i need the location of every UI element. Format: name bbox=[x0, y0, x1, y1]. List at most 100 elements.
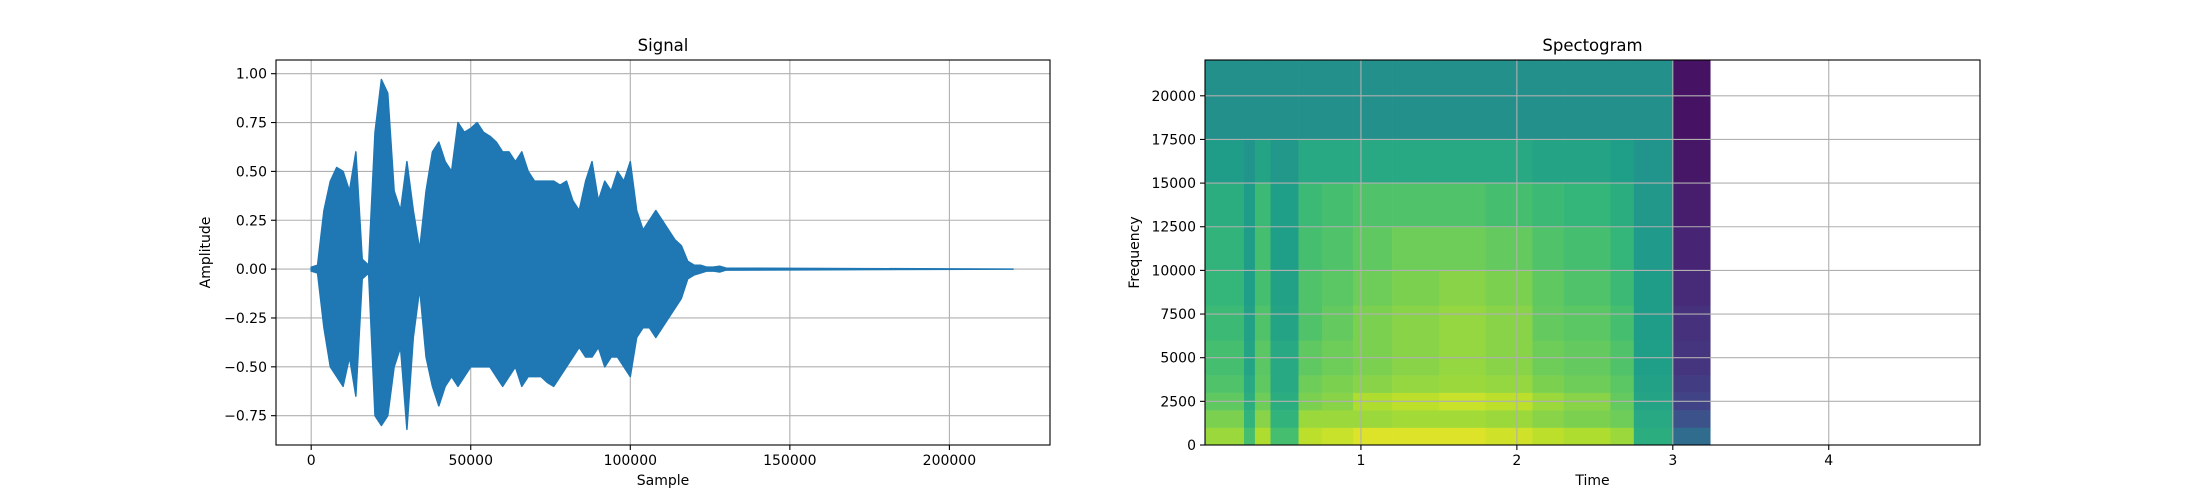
spectrogram-cell bbox=[1485, 305, 1533, 341]
spectrogram-cell bbox=[1563, 270, 1611, 306]
spectrogram-cell bbox=[1321, 226, 1354, 271]
y-tick-label: 0.75 bbox=[236, 116, 267, 132]
spectrogram-cell bbox=[1254, 270, 1271, 306]
x-tick-label: 0 bbox=[307, 453, 316, 469]
x-axis-label: Sample bbox=[637, 473, 690, 489]
spectrogram-cell bbox=[1672, 375, 1711, 393]
spectrogram-cell bbox=[1298, 427, 1323, 445]
spectrogram-cell bbox=[1438, 375, 1486, 393]
spectrogram-cell bbox=[1672, 427, 1711, 445]
spectrogram-cell bbox=[1563, 427, 1611, 445]
spectrogram-cell bbox=[1205, 226, 1245, 271]
spectrogram-cell bbox=[1485, 226, 1533, 271]
chart-title: Signal bbox=[638, 36, 689, 55]
spectrogram-cell bbox=[1633, 427, 1674, 445]
spectrogram-cell bbox=[1532, 183, 1564, 228]
spectrogram-cell bbox=[1485, 60, 1533, 140]
spectrogram-cell bbox=[1321, 183, 1354, 228]
spectrogram-cell bbox=[1353, 183, 1393, 228]
spectrogram-cell bbox=[1353, 375, 1393, 393]
spectrogram-cell bbox=[1633, 226, 1674, 271]
y-axis-label: Frequency bbox=[1127, 216, 1143, 288]
spectrogram-cell bbox=[1270, 60, 1299, 140]
y-tick-label: 2500 bbox=[1160, 394, 1196, 410]
spectrogram-cell bbox=[1254, 305, 1271, 341]
spectrogram-cell bbox=[1243, 427, 1256, 445]
spectrogram-cell bbox=[1610, 427, 1635, 445]
spectrogram-cell bbox=[1205, 305, 1245, 341]
spectrogram-cell bbox=[1392, 305, 1440, 341]
spectrogram-cell bbox=[1532, 427, 1564, 445]
spectrogram-cell bbox=[1633, 60, 1674, 140]
spectrogram-cell bbox=[1610, 139, 1635, 184]
y-tick-label: −0.50 bbox=[224, 360, 267, 376]
spectrogram-cell bbox=[1270, 139, 1299, 184]
spectrogram-cell bbox=[1610, 270, 1635, 306]
y-tick-label: −0.75 bbox=[224, 409, 267, 425]
x-axis-label: Time bbox=[1574, 473, 1609, 489]
spectrogram-cell bbox=[1563, 375, 1611, 393]
spectrogram-cell bbox=[1633, 270, 1674, 306]
y-tick-label: 20000 bbox=[1151, 89, 1196, 105]
spectrogram-cell bbox=[1254, 375, 1271, 393]
spectrogram-cell bbox=[1270, 183, 1299, 228]
spectrogram-cell bbox=[1321, 305, 1354, 341]
spectrogram-cell bbox=[1298, 226, 1323, 271]
spectrogram-cell bbox=[1672, 226, 1711, 271]
spectrogram-cell bbox=[1205, 60, 1245, 140]
y-tick-label: 17500 bbox=[1151, 132, 1196, 148]
y-tick-label: 7500 bbox=[1160, 307, 1196, 323]
spectrogram-cell bbox=[1672, 183, 1711, 228]
spectrogram-cell bbox=[1532, 305, 1564, 341]
spectrogram-cell bbox=[1205, 139, 1245, 184]
spectrogram-cell bbox=[1485, 183, 1533, 228]
spectrogram-cell bbox=[1532, 139, 1564, 184]
spectrogram-cell bbox=[1563, 139, 1611, 184]
y-tick-label: 5000 bbox=[1160, 351, 1196, 367]
spectrogram-cell bbox=[1532, 410, 1564, 428]
spectrogram-cell bbox=[1270, 427, 1299, 445]
x-tick-label: 150000 bbox=[763, 453, 816, 469]
x-tick-label: 1 bbox=[1356, 453, 1365, 469]
spectrogram-cell bbox=[1392, 375, 1440, 393]
spectrogram-cell bbox=[1298, 183, 1323, 228]
spectrogram-cell bbox=[1205, 270, 1245, 306]
y-tick-label: 0.50 bbox=[236, 164, 267, 180]
spectrogram-cell bbox=[1563, 60, 1611, 140]
spectrogram-cell bbox=[1392, 270, 1440, 306]
spectrogram-cell bbox=[1353, 410, 1393, 428]
spectrogram-cell bbox=[1205, 183, 1245, 228]
spectrogram-cell bbox=[1532, 60, 1564, 140]
spectrogram-cell bbox=[1532, 270, 1564, 306]
x-tick-label: 2 bbox=[1512, 453, 1521, 469]
axes-frame bbox=[1204, 59, 1981, 446]
spectrogram-cell bbox=[1633, 305, 1674, 341]
spectrogram-cell bbox=[1392, 139, 1440, 184]
spectrogram-cell bbox=[1563, 305, 1611, 341]
spectrogram-cell bbox=[1438, 427, 1486, 445]
spectrogram-cell bbox=[1298, 60, 1323, 140]
spectrogram-cell bbox=[1205, 410, 1245, 428]
spectrogram-cell bbox=[1392, 183, 1440, 228]
x-tick-label: 3 bbox=[1668, 453, 1677, 469]
spectrogram-cell bbox=[1392, 410, 1440, 428]
spectrogram-cell bbox=[1243, 60, 1256, 140]
spectrogram-cell bbox=[1610, 410, 1635, 428]
spectrogram-cell bbox=[1438, 270, 1486, 306]
spectrogram-cell bbox=[1438, 183, 1486, 228]
y-tick-label: 12500 bbox=[1151, 220, 1196, 236]
spectrogram-cell bbox=[1353, 305, 1393, 341]
spectrogram-cell bbox=[1243, 270, 1256, 306]
spectrogram-cell bbox=[1532, 375, 1564, 393]
spectrogram-cell bbox=[1321, 139, 1354, 184]
spectrogram-cell bbox=[1321, 410, 1354, 428]
spectrogram-cell bbox=[1243, 375, 1256, 393]
spectrogram-cell bbox=[1485, 410, 1533, 428]
spectrogram-cell bbox=[1298, 139, 1323, 184]
spectrogram-cell bbox=[1321, 60, 1354, 140]
spectrogram-cell bbox=[1353, 226, 1393, 271]
spectrogram-cell bbox=[1321, 270, 1354, 306]
y-axis-label: Amplitude bbox=[198, 217, 214, 289]
spectrogram-cell bbox=[1353, 270, 1393, 306]
